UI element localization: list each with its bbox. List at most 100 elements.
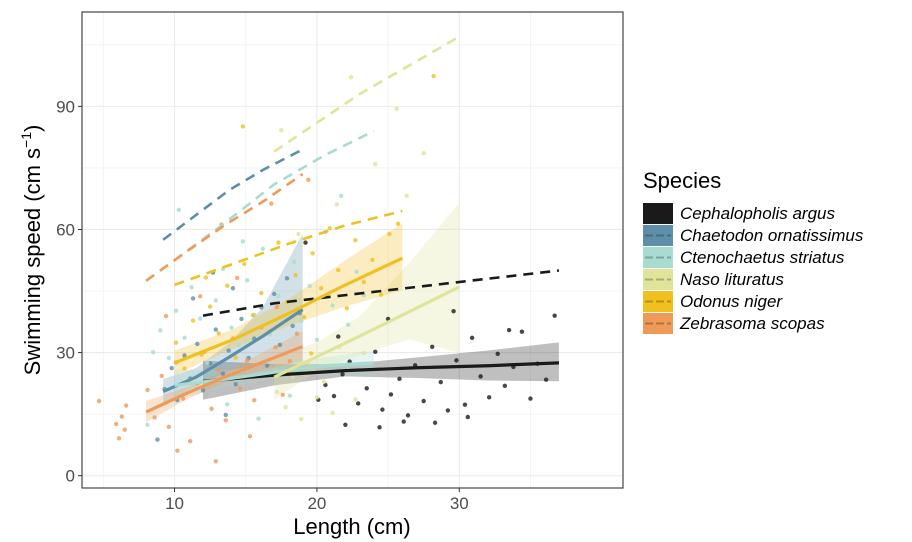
data-point bbox=[394, 106, 399, 112]
data-point bbox=[336, 334, 341, 339]
y-tick-label: 0 bbox=[66, 467, 75, 486]
data-point bbox=[169, 365, 174, 371]
data-point bbox=[259, 290, 264, 296]
data-point bbox=[430, 344, 435, 350]
data-point bbox=[209, 406, 214, 412]
data-point bbox=[353, 237, 358, 243]
dashed-fit-line bbox=[273, 35, 460, 153]
plot-panel-border bbox=[81, 11, 624, 489]
data-point bbox=[96, 398, 102, 404]
data-point bbox=[506, 327, 512, 333]
data-point bbox=[200, 388, 206, 393]
data-point bbox=[299, 416, 304, 422]
data-point bbox=[213, 327, 219, 332]
data-point bbox=[301, 315, 307, 320]
data-point bbox=[388, 392, 394, 397]
data-point bbox=[277, 342, 283, 347]
data-point bbox=[318, 285, 324, 291]
data-point bbox=[348, 75, 354, 80]
dashed-fit-line bbox=[162, 148, 304, 241]
data-point bbox=[189, 285, 194, 290]
legend-label: Cephalopholis argus bbox=[680, 204, 835, 223]
data-point bbox=[271, 291, 277, 297]
data-point bbox=[283, 404, 288, 410]
y-tick-label: 90 bbox=[56, 97, 75, 116]
data-point bbox=[445, 408, 451, 413]
data-point bbox=[279, 127, 284, 133]
data-point bbox=[346, 322, 351, 327]
plot-panel-background bbox=[82, 12, 623, 488]
data-point bbox=[203, 275, 209, 280]
x-axis: 10 20 30 bbox=[165, 488, 469, 513]
data-point bbox=[150, 349, 156, 355]
data-point bbox=[216, 331, 221, 336]
solid-fit-line bbox=[145, 344, 304, 414]
data-point bbox=[331, 393, 337, 399]
y-tick-label: 30 bbox=[56, 344, 75, 363]
data-point bbox=[213, 459, 219, 464]
legend-label: Odonus niger bbox=[680, 292, 783, 311]
data-point bbox=[299, 318, 304, 324]
data-point bbox=[438, 379, 443, 385]
data-point bbox=[387, 231, 392, 237]
data-point bbox=[122, 427, 127, 432]
data-point bbox=[197, 316, 203, 321]
data-point bbox=[338, 193, 344, 199]
data-point bbox=[361, 279, 367, 285]
y-axis-title: Swimming speed (cm s−1) bbox=[18, 125, 45, 376]
data-point bbox=[543, 377, 549, 382]
data-point bbox=[116, 436, 122, 441]
data-point bbox=[195, 341, 200, 347]
solid-fit-line bbox=[174, 361, 374, 388]
legend-label: Zebrasoma scopas bbox=[679, 314, 825, 333]
data-point bbox=[207, 304, 213, 309]
data-point bbox=[284, 276, 290, 281]
data-point bbox=[276, 293, 281, 299]
data-point bbox=[166, 424, 172, 430]
data-point bbox=[287, 359, 293, 364]
data-point bbox=[462, 402, 468, 407]
data-point bbox=[213, 298, 219, 303]
data-point bbox=[229, 325, 234, 330]
data-point bbox=[293, 272, 298, 278]
data-point bbox=[119, 414, 125, 419]
x-axis-title: Length (cm) bbox=[293, 514, 410, 539]
data-point bbox=[314, 337, 320, 343]
data-point bbox=[274, 389, 280, 395]
data-point bbox=[225, 283, 230, 288]
data-point bbox=[306, 177, 311, 183]
data-point bbox=[159, 373, 164, 379]
dashed-fit-line bbox=[202, 269, 560, 317]
data-point bbox=[451, 308, 456, 314]
data-point bbox=[354, 269, 359, 274]
data-point bbox=[182, 353, 187, 358]
data-point bbox=[395, 221, 401, 226]
solid-fit-line bbox=[273, 285, 460, 379]
solid-fit-line bbox=[202, 361, 559, 383]
data-point bbox=[276, 240, 281, 245]
data-point bbox=[330, 303, 335, 308]
data-point bbox=[296, 231, 301, 237]
data-point bbox=[454, 358, 459, 363]
legend-label: Ctenochaetus striatus bbox=[680, 248, 845, 267]
data-point bbox=[486, 395, 492, 400]
y-tick-label: 60 bbox=[56, 220, 75, 239]
data-point bbox=[152, 415, 157, 420]
dashed-fit-line bbox=[145, 173, 304, 282]
data-point bbox=[244, 358, 250, 363]
solid-fit-line bbox=[162, 308, 304, 394]
data-point bbox=[469, 335, 475, 341]
data-point bbox=[280, 392, 285, 398]
data-point bbox=[377, 425, 382, 430]
data-point bbox=[373, 162, 378, 167]
legend-label: Naso lituratus bbox=[680, 270, 784, 289]
data-point bbox=[336, 267, 341, 273]
legend: Species Cephalopholis argus Chaetodon orn… bbox=[643, 168, 864, 334]
legend-title: Species bbox=[643, 168, 721, 193]
data-point bbox=[307, 283, 312, 289]
data-point bbox=[113, 421, 119, 427]
data-point bbox=[432, 420, 438, 425]
data-point bbox=[145, 387, 150, 393]
data-point bbox=[373, 349, 378, 354]
data-point bbox=[269, 201, 274, 206]
